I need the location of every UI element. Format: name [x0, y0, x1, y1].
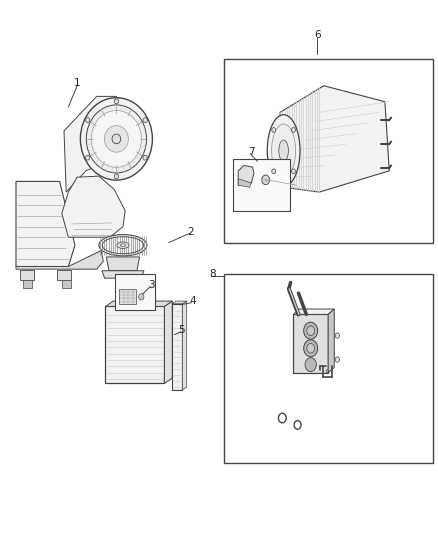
Ellipse shape	[85, 118, 90, 123]
Polygon shape	[62, 280, 71, 288]
Ellipse shape	[304, 340, 318, 357]
Polygon shape	[106, 257, 140, 271]
Polygon shape	[238, 179, 251, 187]
Ellipse shape	[279, 140, 288, 161]
Polygon shape	[64, 96, 124, 192]
Polygon shape	[20, 270, 34, 280]
Ellipse shape	[307, 343, 314, 353]
Ellipse shape	[292, 169, 296, 174]
Ellipse shape	[117, 242, 129, 248]
Ellipse shape	[99, 235, 147, 256]
Bar	[293, 314, 328, 373]
Polygon shape	[238, 165, 254, 185]
Polygon shape	[102, 271, 144, 278]
Text: 6: 6	[314, 30, 321, 41]
Ellipse shape	[112, 134, 121, 144]
Bar	[172, 304, 182, 390]
Text: 5: 5	[179, 325, 185, 335]
Bar	[120, 289, 136, 304]
Polygon shape	[182, 301, 187, 390]
Ellipse shape	[272, 169, 276, 174]
Ellipse shape	[267, 115, 300, 187]
Ellipse shape	[139, 294, 144, 300]
Ellipse shape	[114, 99, 119, 104]
Text: 2: 2	[187, 227, 194, 237]
Polygon shape	[328, 309, 334, 373]
Ellipse shape	[143, 118, 147, 123]
Polygon shape	[172, 301, 187, 304]
Text: 7: 7	[248, 147, 255, 157]
Ellipse shape	[91, 110, 141, 167]
Text: 4: 4	[190, 296, 196, 306]
Polygon shape	[293, 309, 334, 314]
Ellipse shape	[272, 124, 296, 177]
Polygon shape	[164, 301, 172, 383]
Bar	[224, 59, 433, 243]
Polygon shape	[62, 176, 125, 237]
Polygon shape	[106, 301, 172, 306]
Ellipse shape	[114, 174, 119, 179]
Ellipse shape	[335, 333, 339, 338]
Ellipse shape	[120, 244, 126, 247]
Ellipse shape	[335, 357, 339, 362]
Ellipse shape	[307, 326, 314, 335]
Bar	[115, 274, 155, 310]
Bar	[224, 274, 433, 463]
Text: 3: 3	[148, 280, 155, 290]
Bar	[106, 306, 164, 383]
Ellipse shape	[305, 358, 316, 372]
Ellipse shape	[292, 127, 296, 132]
Polygon shape	[57, 270, 71, 280]
Polygon shape	[16, 181, 75, 266]
Text: 8: 8	[209, 270, 216, 279]
Polygon shape	[16, 251, 103, 269]
Ellipse shape	[304, 322, 318, 339]
Ellipse shape	[81, 98, 152, 180]
Polygon shape	[280, 86, 389, 192]
Polygon shape	[22, 280, 32, 288]
Ellipse shape	[262, 175, 270, 184]
Ellipse shape	[272, 127, 276, 132]
Ellipse shape	[86, 105, 147, 173]
Ellipse shape	[143, 155, 147, 160]
Text: 1: 1	[74, 78, 81, 88]
Bar	[233, 159, 290, 211]
Ellipse shape	[104, 126, 128, 152]
Ellipse shape	[85, 155, 90, 160]
